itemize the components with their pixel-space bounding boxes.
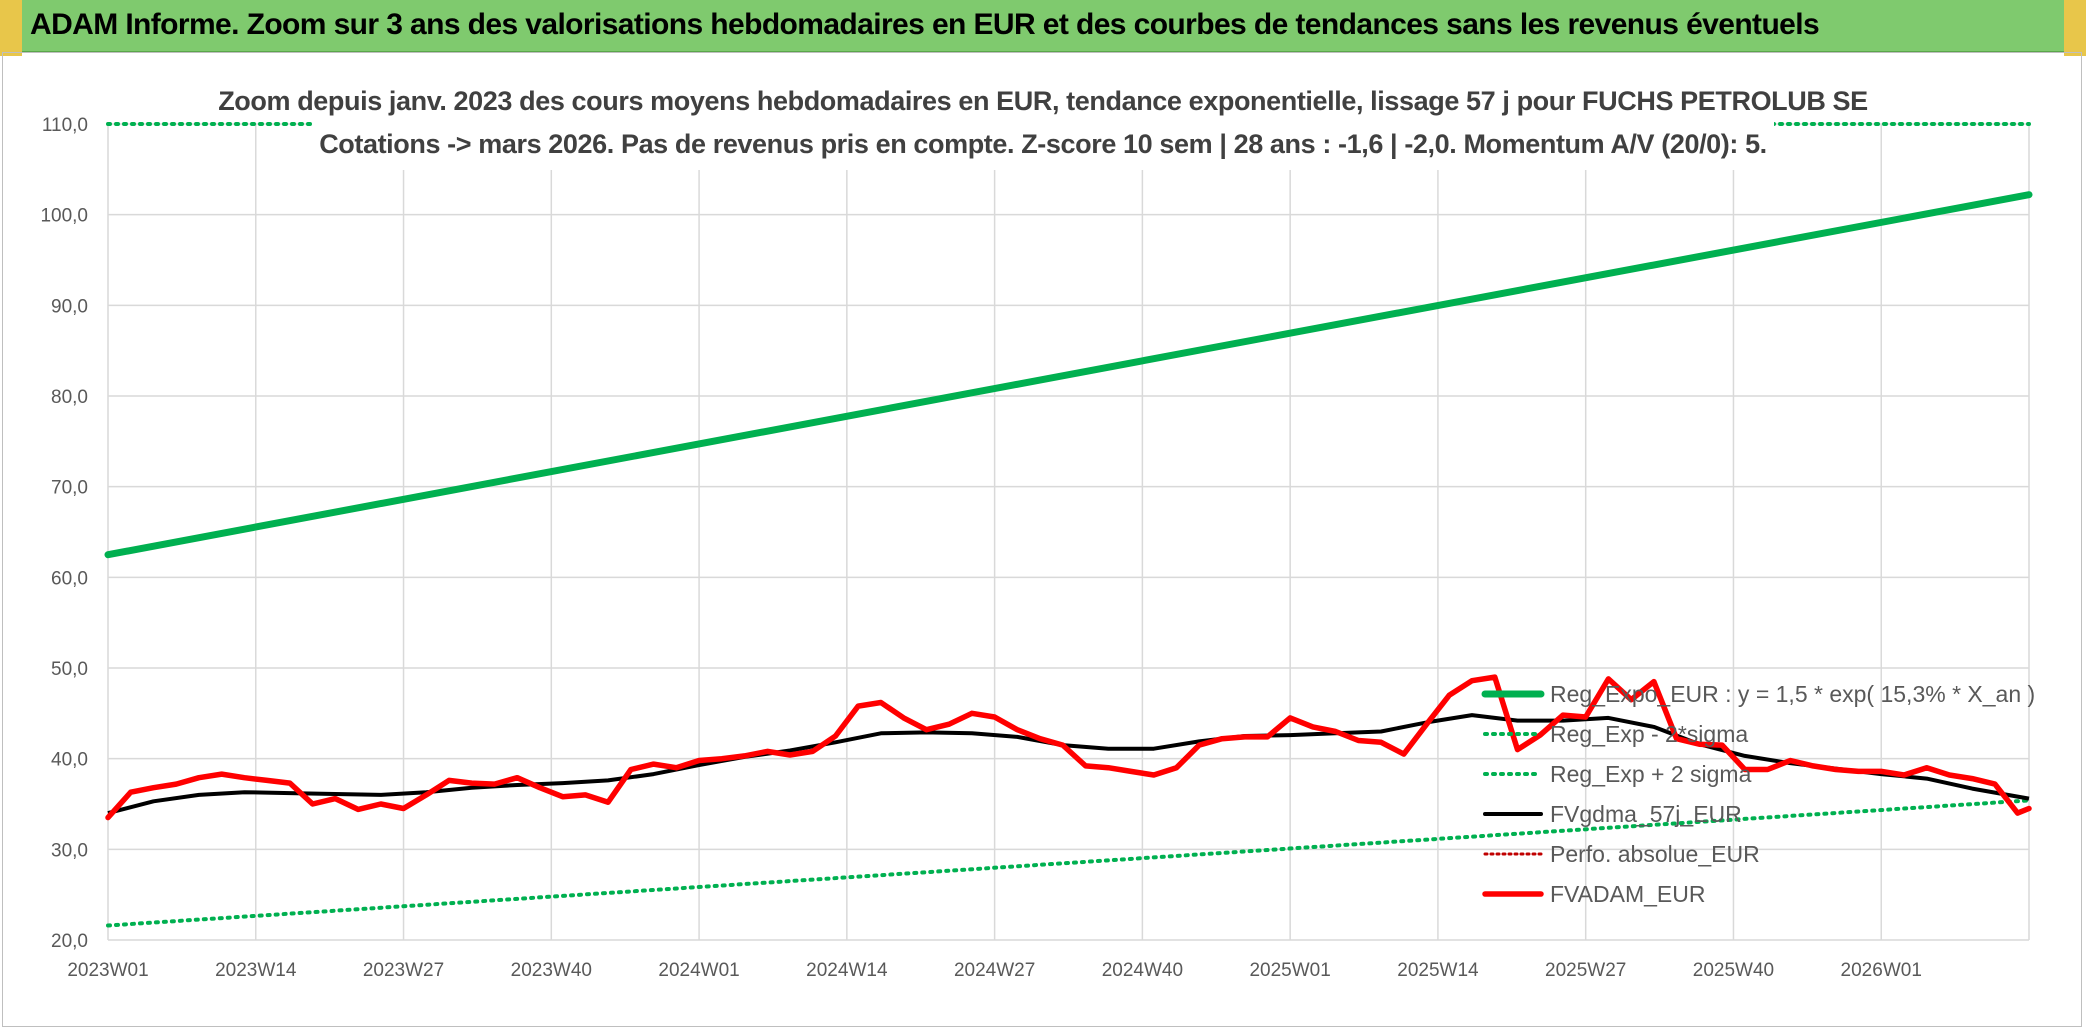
chart-legend: Reg_Expo_EUR : y = 1,5 * exp( 15,3% * X_… bbox=[1481, 681, 2035, 907]
y-tick-label: 50,0 bbox=[51, 659, 88, 680]
x-tick-label: 2025W40 bbox=[1693, 960, 1774, 981]
legend-minus-2sigma-label: Reg_Exp - 2*sigma bbox=[1550, 721, 1748, 747]
x-tick-label: 2025W14 bbox=[1397, 960, 1479, 981]
corner-accent-left bbox=[0, 0, 22, 56]
y-tick-label: 30,0 bbox=[51, 840, 88, 861]
legend-perfo-absolue-label: Perfo. absolue_EUR bbox=[1550, 841, 1760, 867]
x-tick-label: 2023W14 bbox=[215, 960, 297, 981]
x-tick-label: 2025W01 bbox=[1249, 960, 1330, 981]
chart-title-line1: Zoom depuis janv. 2023 des cours moyens … bbox=[218, 86, 1868, 116]
series-reg-expo bbox=[104, 191, 2033, 559]
y-tick-label: 100,0 bbox=[40, 206, 88, 227]
x-tick-label: 2024W14 bbox=[806, 960, 888, 981]
x-tick-label: 2024W40 bbox=[1102, 960, 1183, 981]
chart-series bbox=[104, 122, 2033, 928]
chart-title: Zoom depuis janv. 2023 des cours moyens … bbox=[218, 78, 1868, 170]
x-tick-label: 2024W01 bbox=[658, 960, 739, 981]
x-tick-label: 2025W27 bbox=[1545, 960, 1626, 981]
corner-accent-right bbox=[2064, 0, 2086, 56]
report-title: ADAM Informe. Zoom sur 3 ans des valoris… bbox=[30, 8, 1820, 41]
y-tick-label: 110,0 bbox=[42, 115, 88, 136]
chart-grid bbox=[107, 123, 2030, 941]
y-tick-label: 60,0 bbox=[51, 568, 88, 589]
x-tick-label: 2026W01 bbox=[1841, 960, 1922, 981]
y-tick-label: 90,0 bbox=[51, 296, 88, 317]
legend-fvadam-label: FVADAM_EUR bbox=[1550, 881, 1706, 907]
y-tick-label: 70,0 bbox=[51, 478, 88, 499]
legend-reg-expo-label: Reg_Expo_EUR : y = 1,5 * exp( 15,3% * X_… bbox=[1550, 681, 2035, 707]
chart-title-line2: Cotations -> mars 2026. Pas de revenus p… bbox=[319, 129, 1767, 159]
x-axis-ticks: 2023W01 2023W14 2023W27 2023W40 2024W01 2024W… bbox=[67, 960, 1922, 981]
y-tick-label: 40,0 bbox=[51, 750, 88, 771]
y-tick-label: 80,0 bbox=[51, 387, 88, 408]
legend-plus-2sigma-label: Reg_Exp + 2 sigma bbox=[1550, 761, 1752, 787]
report-banner: ADAM Informe. Zoom sur 3 ans des valoris… bbox=[0, 0, 2086, 52]
y-axis-ticks: 20,0 30,0 40,0 50,0 60,0 70,0 80,0 90,0 100,0 110… bbox=[40, 115, 88, 952]
y-tick-label: 20,0 bbox=[51, 931, 88, 952]
chart-title-background bbox=[312, 78, 1774, 170]
series-fvadam bbox=[105, 674, 2032, 821]
x-tick-label: 2023W01 bbox=[67, 960, 148, 981]
x-tick-label: 2023W27 bbox=[363, 960, 444, 981]
series-reg-exp-minus-2sigma bbox=[106, 798, 2031, 928]
legend-fvgdma-label: FVgdma_57j_EUR bbox=[1550, 801, 1742, 827]
x-tick-label: 2023W40 bbox=[511, 960, 592, 981]
chart-frame bbox=[2, 52, 2082, 1027]
x-tick-label: 2024W27 bbox=[954, 960, 1035, 981]
